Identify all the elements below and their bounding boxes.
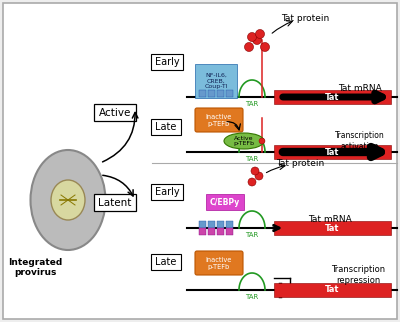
FancyBboxPatch shape — [217, 228, 224, 235]
Text: Transcription
repression: Transcription repression — [331, 265, 385, 285]
Text: Tat protein: Tat protein — [276, 158, 324, 167]
FancyBboxPatch shape — [195, 251, 243, 275]
Text: Tat mRNA: Tat mRNA — [308, 214, 352, 223]
Text: Tat mRNA: Tat mRNA — [338, 83, 382, 92]
FancyBboxPatch shape — [199, 90, 206, 97]
Text: NF-IL6,
CREB,
Coup-TI: NF-IL6, CREB, Coup-TI — [204, 73, 228, 89]
Circle shape — [259, 138, 265, 144]
FancyBboxPatch shape — [151, 119, 181, 135]
Circle shape — [252, 35, 262, 44]
FancyBboxPatch shape — [195, 108, 243, 132]
Text: Early: Early — [155, 57, 179, 67]
Circle shape — [251, 167, 259, 175]
Text: Early: Early — [155, 187, 179, 197]
FancyBboxPatch shape — [274, 283, 391, 297]
FancyBboxPatch shape — [199, 221, 206, 228]
FancyBboxPatch shape — [208, 228, 215, 235]
Text: Inactive
p-TEFb: Inactive p-TEFb — [206, 113, 232, 127]
Text: Latent: Latent — [98, 197, 132, 207]
Text: C/EBPy: C/EBPy — [210, 197, 240, 206]
FancyBboxPatch shape — [226, 221, 233, 228]
FancyBboxPatch shape — [208, 221, 215, 228]
Circle shape — [256, 30, 264, 39]
FancyBboxPatch shape — [151, 54, 183, 70]
FancyBboxPatch shape — [274, 145, 391, 159]
Circle shape — [248, 178, 256, 186]
Text: Tat: Tat — [325, 286, 339, 295]
FancyBboxPatch shape — [206, 194, 244, 210]
Text: TAR: TAR — [245, 294, 259, 300]
Circle shape — [260, 43, 270, 52]
Text: Late: Late — [155, 122, 177, 132]
FancyBboxPatch shape — [199, 228, 206, 235]
Circle shape — [248, 33, 256, 42]
Text: Late: Late — [155, 257, 177, 267]
FancyBboxPatch shape — [217, 221, 224, 228]
Circle shape — [244, 43, 254, 52]
FancyBboxPatch shape — [195, 64, 237, 98]
Text: Active: Active — [99, 108, 131, 118]
Ellipse shape — [224, 133, 264, 149]
FancyBboxPatch shape — [208, 90, 215, 97]
Text: Tat: Tat — [325, 92, 339, 101]
FancyBboxPatch shape — [226, 90, 233, 97]
Text: Tat: Tat — [325, 223, 339, 232]
FancyBboxPatch shape — [274, 90, 391, 104]
Text: Active
p-TEFb: Active p-TEFb — [234, 136, 254, 147]
FancyBboxPatch shape — [151, 184, 183, 200]
FancyBboxPatch shape — [94, 194, 136, 211]
Text: Integrated
provirus: Integrated provirus — [8, 258, 62, 277]
FancyBboxPatch shape — [226, 228, 233, 235]
Text: Tat: Tat — [325, 147, 339, 156]
Text: TAR: TAR — [245, 101, 259, 107]
Text: TAR: TAR — [245, 232, 259, 238]
FancyBboxPatch shape — [3, 3, 397, 319]
Circle shape — [255, 172, 263, 180]
Text: Transcription
activation: Transcription activation — [335, 131, 385, 151]
FancyBboxPatch shape — [151, 254, 181, 270]
Ellipse shape — [51, 180, 85, 220]
Text: Inactive
p-TEFb: Inactive p-TEFb — [206, 257, 232, 270]
Text: Tat protein: Tat protein — [281, 14, 329, 23]
Text: TAR: TAR — [245, 156, 259, 162]
Ellipse shape — [30, 150, 106, 250]
FancyBboxPatch shape — [94, 104, 136, 121]
FancyBboxPatch shape — [217, 90, 224, 97]
FancyBboxPatch shape — [274, 221, 391, 235]
